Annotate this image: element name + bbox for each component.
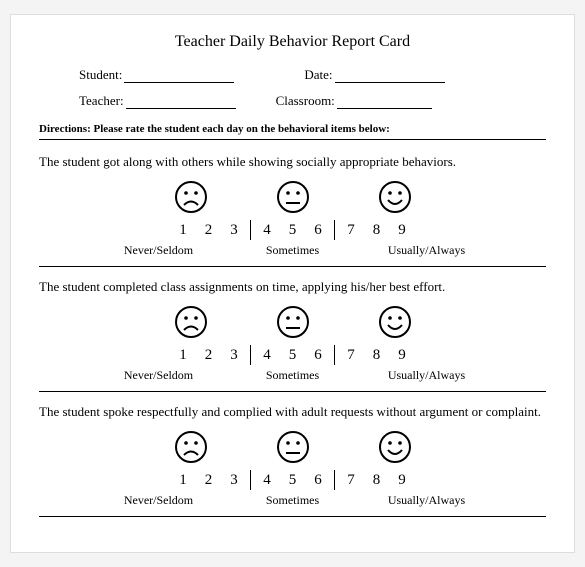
rating-scale: 1 2 3 4 5 6 7 8 9 Never/Seldom [39, 430, 546, 508]
number-group-low: 1 2 3 [179, 347, 238, 364]
rating-5[interactable]: 5 [289, 222, 297, 239]
rating-4[interactable]: 4 [263, 222, 271, 239]
number-group-high: 7 8 9 [347, 347, 406, 364]
date-input-line[interactable] [335, 69, 445, 83]
student-input-line[interactable] [124, 69, 234, 83]
behavior-item: The student got along with others while … [39, 154, 546, 267]
rating-6[interactable]: 6 [314, 472, 322, 489]
sad-face-icon [174, 305, 208, 339]
rating-3[interactable]: 3 [230, 347, 238, 364]
number-group-mid: 4 5 6 [263, 472, 322, 489]
face-row [39, 430, 546, 464]
rating-2[interactable]: 2 [205, 222, 213, 239]
rating-5[interactable]: 5 [289, 347, 297, 364]
label-high: Usually/Always [377, 243, 477, 258]
item-prompt: The student got along with others while … [39, 154, 546, 170]
label-high: Usually/Always [377, 493, 477, 508]
page-title: Teacher Daily Behavior Report Card [39, 33, 546, 51]
divider [334, 220, 336, 240]
label-row: Never/Seldom Sometimes Usually/Always [39, 243, 546, 258]
rating-scale: 1 2 3 4 5 6 7 8 9 Never/Seldom [39, 180, 546, 258]
divider [250, 220, 252, 240]
sad-face-icon [174, 180, 208, 214]
label-row: Never/Seldom Sometimes Usually/Always [39, 493, 546, 508]
rating-2[interactable]: 2 [205, 472, 213, 489]
rating-3[interactable]: 3 [230, 222, 238, 239]
label-low: Never/Seldom [109, 368, 209, 383]
label-low: Never/Seldom [109, 243, 209, 258]
happy-face-icon [378, 430, 412, 464]
number-group-low: 1 2 3 [179, 472, 238, 489]
sad-face-icon [174, 430, 208, 464]
item-prompt: The student spoke respectfully and compl… [39, 404, 546, 420]
rating-9[interactable]: 9 [398, 347, 406, 364]
item-divider [39, 266, 546, 267]
form-row-1: Student: Date: [39, 67, 546, 83]
label-row: Never/Seldom Sometimes Usually/Always [39, 368, 546, 383]
label-high: Usually/Always [377, 368, 477, 383]
behavior-item: The student spoke respectfully and compl… [39, 404, 546, 517]
classroom-label: Classroom: [276, 93, 335, 109]
number-group-high: 7 8 9 [347, 472, 406, 489]
rating-2[interactable]: 2 [205, 347, 213, 364]
item-divider [39, 391, 546, 392]
report-card-page: Teacher Daily Behavior Report Card Stude… [10, 14, 575, 553]
label-mid: Sometimes [243, 493, 343, 508]
rating-4[interactable]: 4 [263, 347, 271, 364]
face-row [39, 180, 546, 214]
label-mid: Sometimes [243, 368, 343, 383]
rating-8[interactable]: 8 [373, 222, 381, 239]
date-label: Date: [304, 67, 332, 83]
number-group-mid: 4 5 6 [263, 222, 322, 239]
divider [250, 345, 252, 365]
rating-1[interactable]: 1 [179, 472, 187, 489]
neutral-face-icon [276, 305, 310, 339]
rating-3[interactable]: 3 [230, 472, 238, 489]
neutral-face-icon [276, 430, 310, 464]
date-field: Date: [304, 67, 444, 83]
rating-5[interactable]: 5 [289, 472, 297, 489]
rating-8[interactable]: 8 [373, 472, 381, 489]
rating-1[interactable]: 1 [179, 222, 187, 239]
behavior-item: The student completed class assignments … [39, 279, 546, 392]
divider [334, 470, 336, 490]
rating-6[interactable]: 6 [314, 222, 322, 239]
student-field: Student: [79, 67, 234, 83]
teacher-field: Teacher: [79, 93, 236, 109]
classroom-input-line[interactable] [337, 95, 432, 109]
rating-scale: 1 2 3 4 5 6 7 8 9 Never/Seldom [39, 305, 546, 383]
item-divider [39, 516, 546, 517]
rating-6[interactable]: 6 [314, 347, 322, 364]
rating-9[interactable]: 9 [398, 222, 406, 239]
face-row [39, 305, 546, 339]
happy-face-icon [378, 305, 412, 339]
label-mid: Sometimes [243, 243, 343, 258]
rating-9[interactable]: 9 [398, 472, 406, 489]
rating-1[interactable]: 1 [179, 347, 187, 364]
rating-8[interactable]: 8 [373, 347, 381, 364]
number-group-high: 7 8 9 [347, 222, 406, 239]
rating-7[interactable]: 7 [347, 472, 355, 489]
item-prompt: The student completed class assignments … [39, 279, 546, 295]
directions-text: Directions: Please rate the student each… [39, 123, 546, 140]
teacher-input-line[interactable] [126, 95, 236, 109]
number-row: 1 2 3 4 5 6 7 8 9 [39, 345, 546, 365]
rating-4[interactable]: 4 [263, 472, 271, 489]
student-label: Student: [79, 67, 122, 83]
divider [334, 345, 336, 365]
divider [250, 470, 252, 490]
items-container: The student got along with others while … [39, 154, 546, 517]
neutral-face-icon [276, 180, 310, 214]
number-row: 1 2 3 4 5 6 7 8 9 [39, 470, 546, 490]
teacher-label: Teacher: [79, 93, 124, 109]
rating-7[interactable]: 7 [347, 347, 355, 364]
rating-7[interactable]: 7 [347, 222, 355, 239]
number-row: 1 2 3 4 5 6 7 8 9 [39, 220, 546, 240]
classroom-field: Classroom: [276, 93, 432, 109]
form-row-2: Teacher: Classroom: [39, 93, 546, 109]
label-low: Never/Seldom [109, 493, 209, 508]
happy-face-icon [378, 180, 412, 214]
number-group-low: 1 2 3 [179, 222, 238, 239]
number-group-mid: 4 5 6 [263, 347, 322, 364]
